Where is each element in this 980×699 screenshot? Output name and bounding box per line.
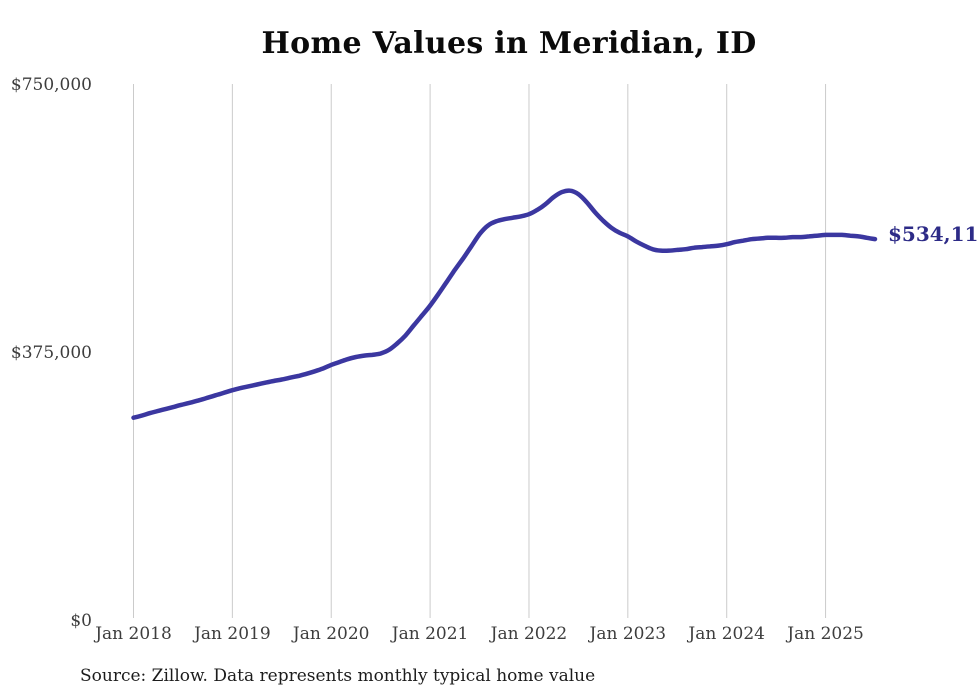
x-axis-label-2021: Jan 2021 xyxy=(391,624,469,644)
latest-value-label: $534,115 xyxy=(888,222,980,247)
source-note: Source: Zillow. Data represents monthly … xyxy=(80,666,596,686)
x-axis-label-2022: Jan 2022 xyxy=(490,624,568,644)
x-axis-label-2023: Jan 2023 xyxy=(589,624,667,644)
y-axis-label-750000: $750,000 xyxy=(10,75,92,95)
x-axis-label-2025: Jan 2025 xyxy=(787,624,864,644)
x-axis-label-2018: Jan 2018 xyxy=(95,624,172,644)
y-axis-label-375000: $375,000 xyxy=(10,342,92,363)
x-axis-label-2019: Jan 2019 xyxy=(194,624,271,644)
x-axis-label-2020: Jan 2020 xyxy=(292,624,370,644)
x-axis-label-2024: Jan 2024 xyxy=(688,624,765,644)
chart-title: Home Values in Meridian, ID xyxy=(261,26,757,61)
value-line xyxy=(131,188,878,420)
y-axis-label-0: $0 xyxy=(70,610,92,631)
